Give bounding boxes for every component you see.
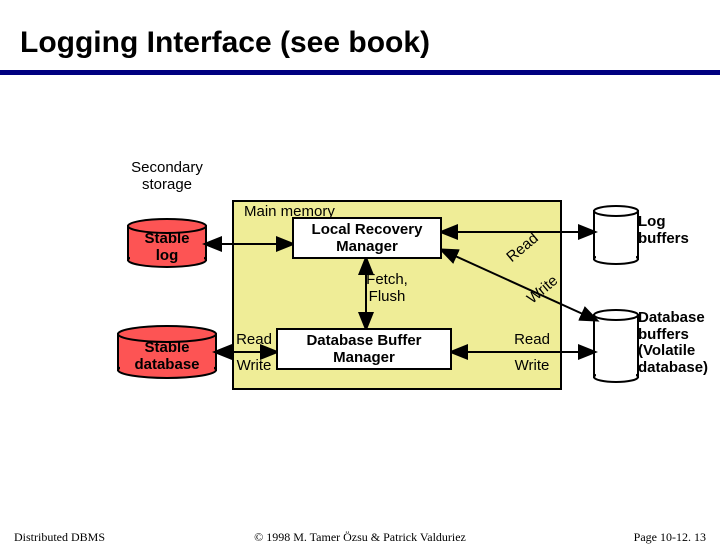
log-buffers-label: Logbuffers [638, 214, 710, 247]
read-left-label: Read [230, 332, 278, 349]
write-right-label: Write [508, 358, 556, 375]
database-buffer-manager-label: Database BufferManager [306, 332, 421, 367]
read-right-label: Read [508, 332, 556, 349]
database-buffer-manager-box: Database BufferManager [276, 328, 452, 370]
database-buffers-label: Databasebuffers(Volatiledatabase) [638, 310, 720, 376]
footer-right: Page 10-12. 13 [634, 530, 706, 545]
stable-database-label: Stabledatabase [118, 340, 216, 373]
slide: Logging Interface (see book) Local Recov… [0, 0, 720, 540]
title-rule [0, 70, 720, 75]
write-left-label: Write [230, 358, 278, 375]
fetch-flush-label: Fetch,Flush [352, 272, 422, 305]
local-recovery-manager-box: Local RecoveryManager [292, 217, 442, 259]
main-memory-label: Main memory [244, 204, 384, 221]
local-recovery-manager-label: Local RecoveryManager [312, 221, 423, 256]
footer-center: © 1998 M. Tamer Özsu & Patrick Valduriez [0, 530, 720, 545]
stable-log-label: Stablelog [128, 231, 206, 264]
page-title: Logging Interface (see book) [20, 26, 430, 60]
secondary-storage-label: Secondarystorage [112, 160, 222, 193]
